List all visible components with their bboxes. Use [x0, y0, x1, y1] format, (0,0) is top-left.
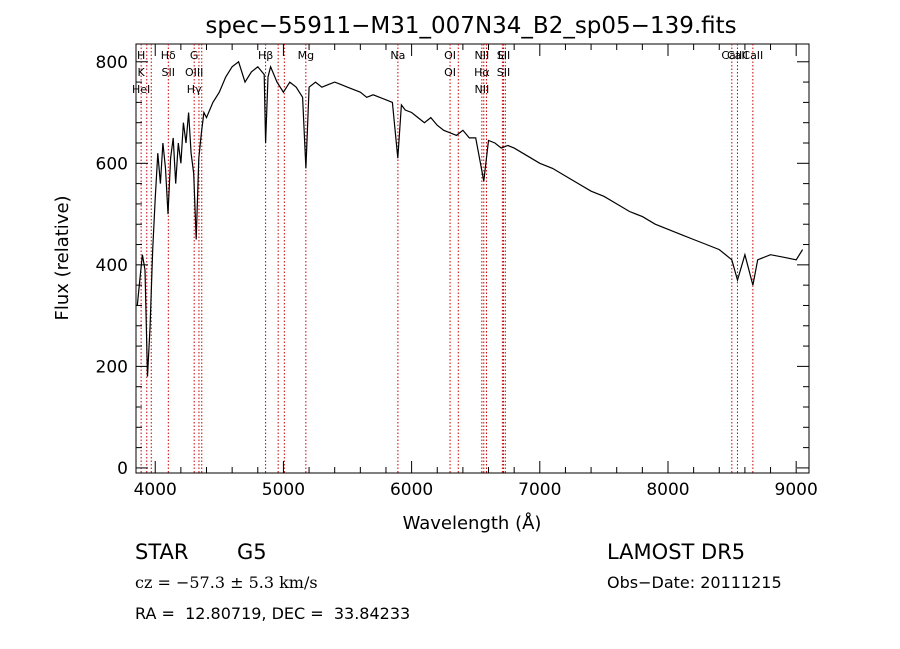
y-tick-label: 600 [96, 154, 128, 174]
object-class: STAR [135, 540, 189, 564]
redshift-velocity: cz = −57.3 ± 5.3 km/s [135, 573, 318, 592]
spectral-line-label: NII [474, 83, 489, 96]
x-tick-label: 6000 [390, 480, 433, 500]
spectral-line-label: HeI [132, 83, 150, 96]
y-tick-label: 200 [96, 357, 128, 377]
y-tick-label: 400 [96, 256, 128, 276]
survey-name: LAMOST DR5 [607, 540, 746, 564]
spectral-line-label: Hα [474, 66, 490, 79]
spectral-line-label: NII [474, 49, 489, 62]
spectral-line-label: CaII [727, 49, 748, 62]
y-axis-label: Flux (relative) [52, 195, 73, 320]
chart-title: spec−55911−M31_007N34_B2_sp05−139.fits [205, 13, 736, 39]
x-axis-label: Wavelength (Å) [403, 512, 542, 534]
x-tick-label: 7000 [518, 480, 561, 500]
spectral-line-label: G [190, 49, 199, 62]
x-axis-ticks: 4000 5000 6000 7000 8000 9000 [134, 44, 818, 500]
spectral-line-label: SII [497, 49, 510, 62]
x-tick-label: 8000 [646, 480, 689, 500]
x-tick-label: 5000 [262, 480, 305, 500]
y-tick-label: 0 [117, 459, 128, 479]
spectral-line-label: Na [390, 49, 405, 62]
spectral-line-label: CaII [742, 49, 763, 62]
spectral-line-label: Li [498, 49, 507, 62]
spectral-line-label: OI [444, 66, 456, 79]
plot-frame [135, 43, 810, 474]
spectral-line-label: CaII [721, 49, 742, 62]
spectral-line-label: Mg [298, 49, 314, 62]
x-tick-label: 9000 [775, 480, 818, 500]
spectral-line-label: SII [497, 66, 510, 79]
y-tick-label: 800 [96, 53, 128, 73]
spectral-line-label: OIII [185, 66, 203, 79]
spectral-line-markers [140, 44, 754, 473]
spectral-line-label: H [137, 49, 145, 62]
spectral-line-label: K [138, 66, 146, 79]
object-subclass: G5 [237, 540, 267, 564]
spectrum-series-line [136, 60, 804, 377]
coordinates: RA = 12.80719, DEC = 33.84233 [135, 604, 411, 623]
spectral-line-label: Hγ [187, 83, 202, 96]
spectral-line-label: Hβ [258, 49, 273, 62]
x-tick-label: 4000 [134, 480, 177, 500]
spectral-line-label: Hδ [161, 49, 176, 62]
observation-date: Obs−Date: 20111215 [607, 573, 782, 592]
y-axis-ticks: 0 200 400 600 800 [96, 53, 809, 479]
spectral-line-label: OI [444, 49, 456, 62]
spectral-line-label: SII [162, 66, 175, 79]
